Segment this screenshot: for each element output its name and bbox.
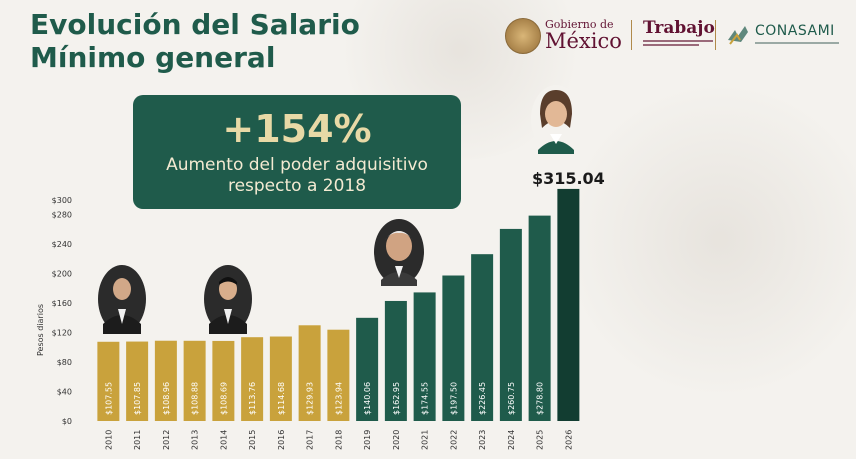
x-axis: 2010 2011 2012 2013 2014 2015 2016 2017 2018 2019…	[104, 430, 573, 450]
value-label-2022: $197.50	[449, 382, 458, 415]
conasami-logo: CONASAMI	[755, 23, 835, 39]
value-label-2020: $162.95	[392, 382, 401, 415]
y-axis: $0 $40 $80 $120 $160 $200 $240 $280 $300	[52, 196, 72, 426]
top-value-label: $315.04	[532, 169, 605, 188]
x-tick-label: 2014	[219, 430, 228, 450]
trabajo-subtitle-lines	[643, 40, 713, 48]
callout-percent: +154%	[222, 107, 372, 151]
logo-divider	[631, 20, 632, 50]
gobierno-de-mexico-logo: Gobierno de México	[505, 16, 625, 56]
callout-text: Aumento del poder adquisitivo respecto a…	[133, 155, 461, 197]
x-tick-label: 2026	[564, 430, 573, 450]
bar-2011	[126, 341, 149, 421]
x-tick-label: 2019	[363, 430, 372, 450]
bar-2018	[327, 329, 350, 421]
x-tick-label: 2016	[277, 430, 286, 450]
x-tick-label: 2012	[162, 430, 171, 450]
value-label-2010: $107.55	[104, 382, 113, 415]
conasami-emblem-icon	[728, 26, 748, 45]
portrait-2014	[204, 265, 252, 334]
y-tick-label: $300	[52, 196, 72, 205]
y-tick-label: $160	[52, 299, 72, 308]
bar-2010	[97, 341, 120, 421]
x-tick-label: 2021	[421, 430, 430, 450]
y-axis-label: Pesos diarios	[36, 304, 45, 356]
bar-2024	[499, 228, 522, 421]
x-tick-label: 2024	[507, 430, 516, 450]
value-label-2013: $108.88	[191, 382, 200, 415]
value-label-2021: $174.55	[421, 382, 430, 415]
x-tick-label: 2013	[191, 430, 200, 450]
bar-2026	[557, 188, 580, 421]
bar-2023	[471, 254, 494, 421]
value-label-2011: $107.85	[133, 382, 142, 415]
value-label-2015: $113.76	[248, 382, 257, 415]
bar-2012	[154, 340, 177, 421]
background-swirl	[560, 80, 856, 400]
value-label-2012: $108.96	[162, 382, 171, 415]
x-tick-label: 2025	[536, 430, 545, 450]
value-label-2025: $278.80	[536, 382, 545, 415]
y-tick-label: $120	[52, 329, 72, 338]
value-label-2023: $226.45	[478, 382, 487, 415]
value-label-2014: $108.69	[219, 382, 228, 415]
x-tick-label: 2020	[392, 430, 401, 450]
bar-2019	[356, 317, 379, 421]
logo-divider	[715, 20, 716, 50]
conasami-subtitle-line	[755, 42, 839, 44]
y-tick-label: $0	[62, 417, 72, 426]
bar-2015	[241, 337, 264, 421]
page-title: Evolución del Salario Mínimo general	[30, 8, 360, 74]
title-line-1: Evolución del Salario	[30, 8, 360, 41]
value-label-2016: $114.68	[277, 382, 286, 415]
portrait-2026	[531, 85, 581, 154]
bar-2021	[413, 292, 436, 421]
value-label-2019: $140.06	[363, 382, 372, 415]
value-label-2017: $129.93	[306, 382, 315, 415]
x-tick-label: 2010	[104, 430, 113, 450]
bar-2017	[298, 325, 321, 421]
callout-line-2: respecto a 2018	[227, 176, 367, 196]
x-tick-label: 2017	[306, 430, 315, 450]
purchasing-power-callout: +154% Aumento del poder adquisitivo resp…	[133, 95, 461, 209]
callout-line-1: Aumento del poder adquisitivo	[166, 155, 428, 175]
bar-2025	[528, 215, 551, 421]
mexico-label: México	[545, 29, 622, 53]
x-tick-label: 2018	[334, 430, 343, 450]
bar-2013	[183, 340, 206, 421]
x-tick-label: 2022	[449, 430, 458, 450]
gobierno-de-label: Gobierno de	[545, 18, 614, 31]
portrait-2010	[98, 265, 146, 334]
value-label-2018: $123.94	[334, 382, 343, 415]
bar-2016	[269, 336, 292, 421]
bar-2022	[442, 275, 465, 421]
bar-2014	[212, 340, 235, 421]
x-tick-label: 2011	[133, 430, 142, 450]
x-tick-label: 2023	[478, 430, 487, 450]
y-tick-label: $200	[52, 270, 72, 279]
x-tick-label: 2015	[248, 430, 257, 450]
portrait-2019	[374, 219, 424, 286]
bar-2020	[384, 300, 407, 421]
y-tick-label: $80	[57, 358, 72, 367]
y-tick-label: $280	[52, 211, 72, 220]
value-label-2024: $260.75	[507, 382, 516, 415]
mexico-seal-icon	[505, 18, 541, 54]
y-tick-label: $40	[57, 388, 72, 397]
y-tick-label: $240	[52, 240, 72, 249]
trabajo-logo: Trabajo	[643, 18, 715, 38]
bars: $107.55 $107.85 $108.96 $108.88 $108.69 $113.…	[97, 188, 580, 421]
title-line-2: Mínimo general	[30, 41, 276, 74]
